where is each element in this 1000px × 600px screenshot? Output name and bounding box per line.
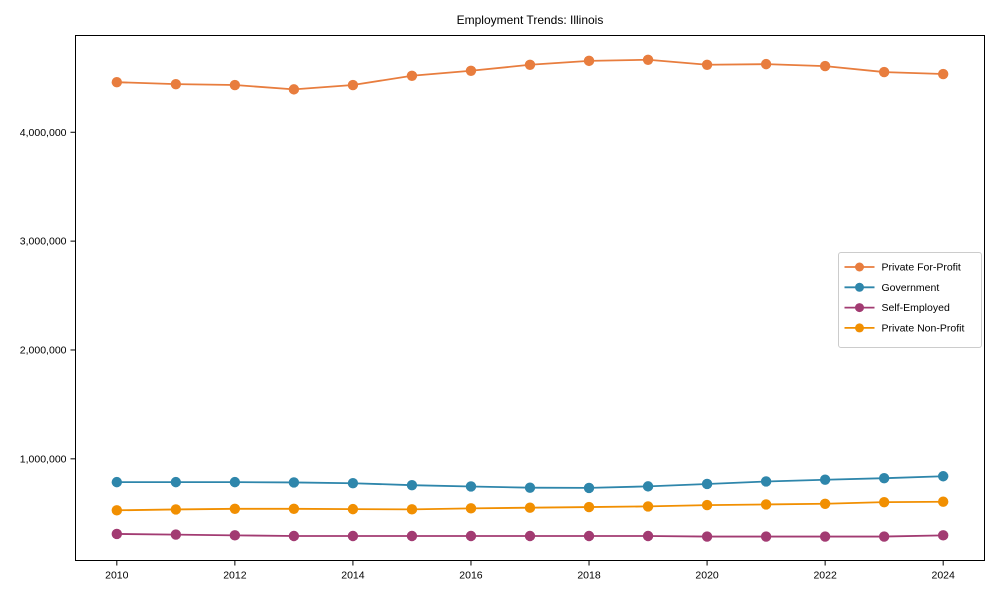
- series-marker-private-for-profit: [111, 76, 123, 88]
- series-marker-self-employed: [878, 531, 890, 542]
- legend-marker-private-for-profit: [855, 262, 864, 272]
- series-marker-private-for-profit: [465, 65, 477, 76]
- legend-marker-self-employed: [855, 303, 864, 313]
- series-marker-self-employed: [406, 530, 418, 542]
- y-tick-label: 4,000,000: [20, 127, 67, 139]
- series-marker-self-employed: [524, 530, 536, 542]
- series-marker-private-non-profit: [878, 496, 890, 508]
- plot-content: 2010 2012 2014 2016 2018 2020 2022 2024 1,000,00…: [20, 35, 985, 582]
- legend-marker-government: [855, 282, 864, 292]
- series-marker-government: [288, 477, 300, 488]
- series-marker-private-for-profit: [642, 54, 654, 65]
- series-marker-government: [760, 476, 772, 487]
- series-marker-private-for-profit: [583, 55, 595, 67]
- series-marker-private-non-profit: [819, 498, 831, 509]
- plot-box: [75, 35, 985, 561]
- x-tick-label: 2016: [459, 570, 483, 582]
- series-marker-government: [170, 476, 182, 488]
- series-marker-self-employed: [642, 530, 654, 542]
- legend-label-self-employed: Self-Employed: [882, 302, 950, 314]
- series-marker-self-employed: [937, 530, 949, 541]
- series-marker-private-non-profit: [170, 504, 182, 515]
- series-marker-government: [229, 476, 241, 488]
- series-marker-private-non-profit: [642, 501, 654, 512]
- series-marker-private-non-profit: [229, 503, 241, 514]
- series-marker-private-for-profit: [229, 79, 241, 91]
- legend-label-private-non-profit: Private Non-Profit: [882, 322, 965, 334]
- series-marker-self-employed: [229, 530, 241, 541]
- x-tick-label: 2012: [223, 570, 247, 582]
- series-marker-government: [819, 474, 831, 485]
- x-tick-label: 2024: [932, 570, 956, 582]
- series-marker-government: [347, 478, 359, 489]
- series-marker-private-for-profit: [170, 78, 182, 90]
- legend-label-private-for-profit: Private For-Profit: [882, 262, 961, 274]
- series-marker-private-non-profit: [465, 503, 477, 514]
- series-marker-government: [583, 482, 595, 494]
- series-marker-government: [878, 473, 890, 484]
- series-marker-self-employed: [819, 531, 831, 542]
- series-marker-self-employed: [760, 531, 772, 542]
- series-marker-private-non-profit: [406, 504, 418, 515]
- series-marker-private-non-profit: [288, 503, 300, 514]
- series-marker-private-for-profit: [406, 70, 418, 81]
- series-marker-self-employed: [170, 529, 182, 540]
- series-marker-private-for-profit: [937, 68, 949, 80]
- series-marker-private-for-profit: [701, 59, 713, 70]
- series-marker-government: [937, 471, 949, 482]
- series-marker-private-for-profit: [288, 84, 300, 95]
- x-tick-label: 2014: [341, 570, 365, 582]
- series-marker-private-non-profit: [524, 502, 536, 513]
- y-tick-label: 2,000,000: [20, 344, 67, 356]
- y-tick-label: 3,000,000: [20, 236, 67, 248]
- series-marker-private-non-profit: [111, 505, 123, 516]
- series-marker-private-non-profit: [583, 501, 595, 513]
- series-marker-government: [701, 478, 713, 490]
- legend: [838, 252, 982, 348]
- y-tick-label: 1,000,000: [20, 453, 67, 465]
- series-marker-government: [406, 479, 418, 491]
- legend-marker-private-non-profit: [855, 323, 864, 333]
- series-marker-private-non-profit: [701, 499, 713, 511]
- x-tick-label: 2020: [695, 570, 719, 582]
- x-tick-label: 2010: [105, 570, 129, 582]
- series-marker-private-for-profit: [819, 60, 831, 72]
- series-marker-private-for-profit: [347, 79, 359, 91]
- x-tick-label: 2022: [813, 570, 837, 582]
- legend-label-government: Government: [882, 282, 940, 294]
- series-marker-private-non-profit: [937, 496, 949, 507]
- series-marker-self-employed: [701, 531, 713, 542]
- series-marker-private-non-profit: [760, 499, 772, 510]
- series-marker-government: [642, 481, 654, 492]
- chart-title: Employment Trends: Illinois: [457, 13, 604, 27]
- series-marker-private-for-profit: [878, 66, 890, 78]
- series-marker-self-employed: [583, 530, 595, 542]
- x-tick-label: 2018: [577, 570, 601, 582]
- series-marker-self-employed: [288, 530, 300, 542]
- series-marker-private-for-profit: [524, 59, 536, 70]
- series-marker-self-employed: [347, 530, 359, 542]
- series-marker-self-employed: [111, 528, 123, 540]
- series-marker-government: [524, 482, 536, 493]
- series-marker-government: [465, 481, 477, 492]
- series-marker-government: [111, 476, 123, 488]
- series-marker-private-non-profit: [347, 503, 359, 515]
- series-marker-self-employed: [465, 530, 477, 542]
- series-marker-private-for-profit: [760, 58, 772, 70]
